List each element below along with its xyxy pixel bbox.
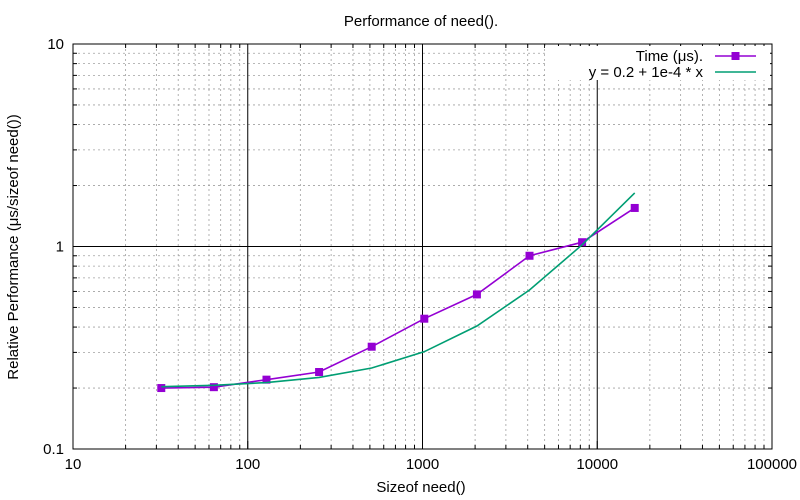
data-point: [262, 375, 271, 384]
legend-label: y = 0.2 + 1e-4 * x: [589, 64, 704, 81]
y-tick-label: 0.1: [43, 441, 64, 458]
legend-marker: [731, 52, 740, 60]
x-axis-label: Sizeof need(): [376, 479, 465, 496]
y-tick-label: 1: [56, 239, 64, 256]
data-point: [630, 203, 639, 212]
y-axis-label: Relative Performance (μs/sizeof need()): [5, 114, 22, 379]
x-tick-label: 10: [65, 456, 82, 473]
data-point: [209, 383, 218, 392]
data-point: [157, 384, 166, 393]
y-tick-label: 10: [47, 36, 64, 53]
x-tick-label: 10000: [576, 456, 618, 473]
series-line: [161, 192, 636, 388]
data-point: [367, 342, 376, 351]
data-point: [420, 314, 429, 323]
data-point: [578, 238, 587, 247]
legend-background: [545, 46, 770, 80]
axis-ticks: 10 100 1000 10000 100000 0.1 1 10: [43, 36, 797, 473]
data-point: [315, 368, 324, 377]
chart-title: Performance of need().: [344, 13, 498, 30]
major-grid-lines: [73, 44, 772, 449]
data-point: [525, 251, 534, 260]
x-tick-label: 100000: [747, 456, 797, 473]
data-point: [472, 290, 481, 299]
x-tick-label: 1000: [406, 456, 439, 473]
legend-label: Time (μs).: [636, 48, 703, 65]
x-tick-label: 100: [235, 456, 260, 473]
series-layer: [157, 192, 639, 393]
legend: Time (μs).y = 0.2 + 1e-4 * x: [545, 46, 770, 81]
